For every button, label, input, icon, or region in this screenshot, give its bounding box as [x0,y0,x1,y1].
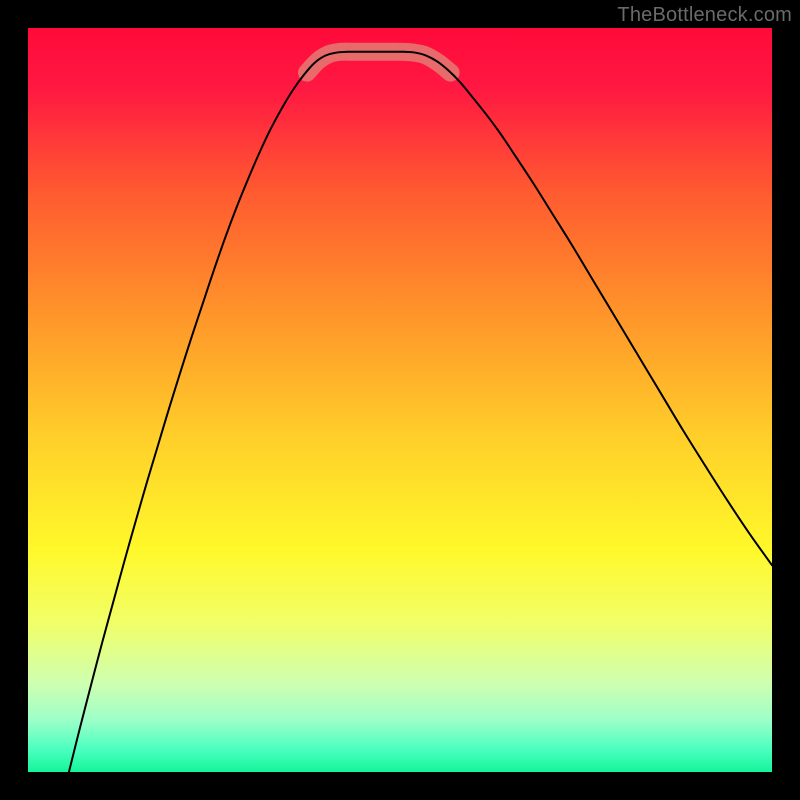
chart-frame: TheBottleneck.com [0,0,800,800]
plot-svg [28,28,772,772]
watermark-text: TheBottleneck.com [617,4,792,27]
bottleneck-curve [69,52,772,772]
